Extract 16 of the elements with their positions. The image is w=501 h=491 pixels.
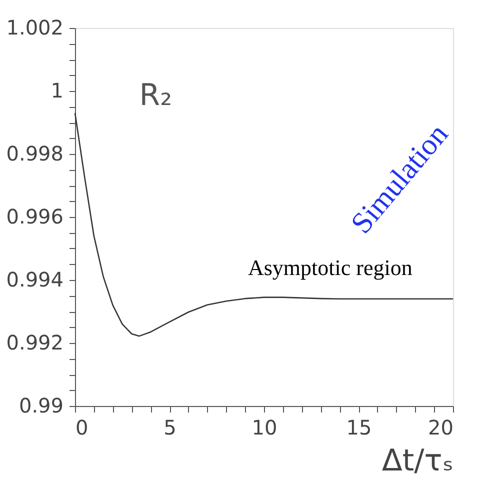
x-tick-label: 20 — [428, 416, 454, 440]
y-tick-label: 1.002 — [6, 16, 64, 40]
x-tick-label: 5 — [164, 416, 176, 440]
x-axis-title: Δt/τₛ — [382, 444, 454, 478]
y-tick-label: 0.99 — [18, 394, 64, 418]
y-tick-label: 1 — [50, 78, 64, 102]
line-series — [74, 112, 454, 337]
x-tick-label: 0 — [76, 416, 88, 440]
x-tick-label: 15 — [346, 416, 372, 440]
y-tick-label: 0.996 — [6, 204, 64, 228]
y-tick-label: 0.998 — [6, 142, 64, 166]
y-tick-label: 0.992 — [6, 330, 64, 354]
y-tick-label: 0.994 — [6, 268, 64, 292]
annotation: R₂ — [139, 78, 172, 114]
x-tick-label: 10 — [252, 416, 278, 440]
annotation: Asymptotic region — [248, 255, 412, 280]
